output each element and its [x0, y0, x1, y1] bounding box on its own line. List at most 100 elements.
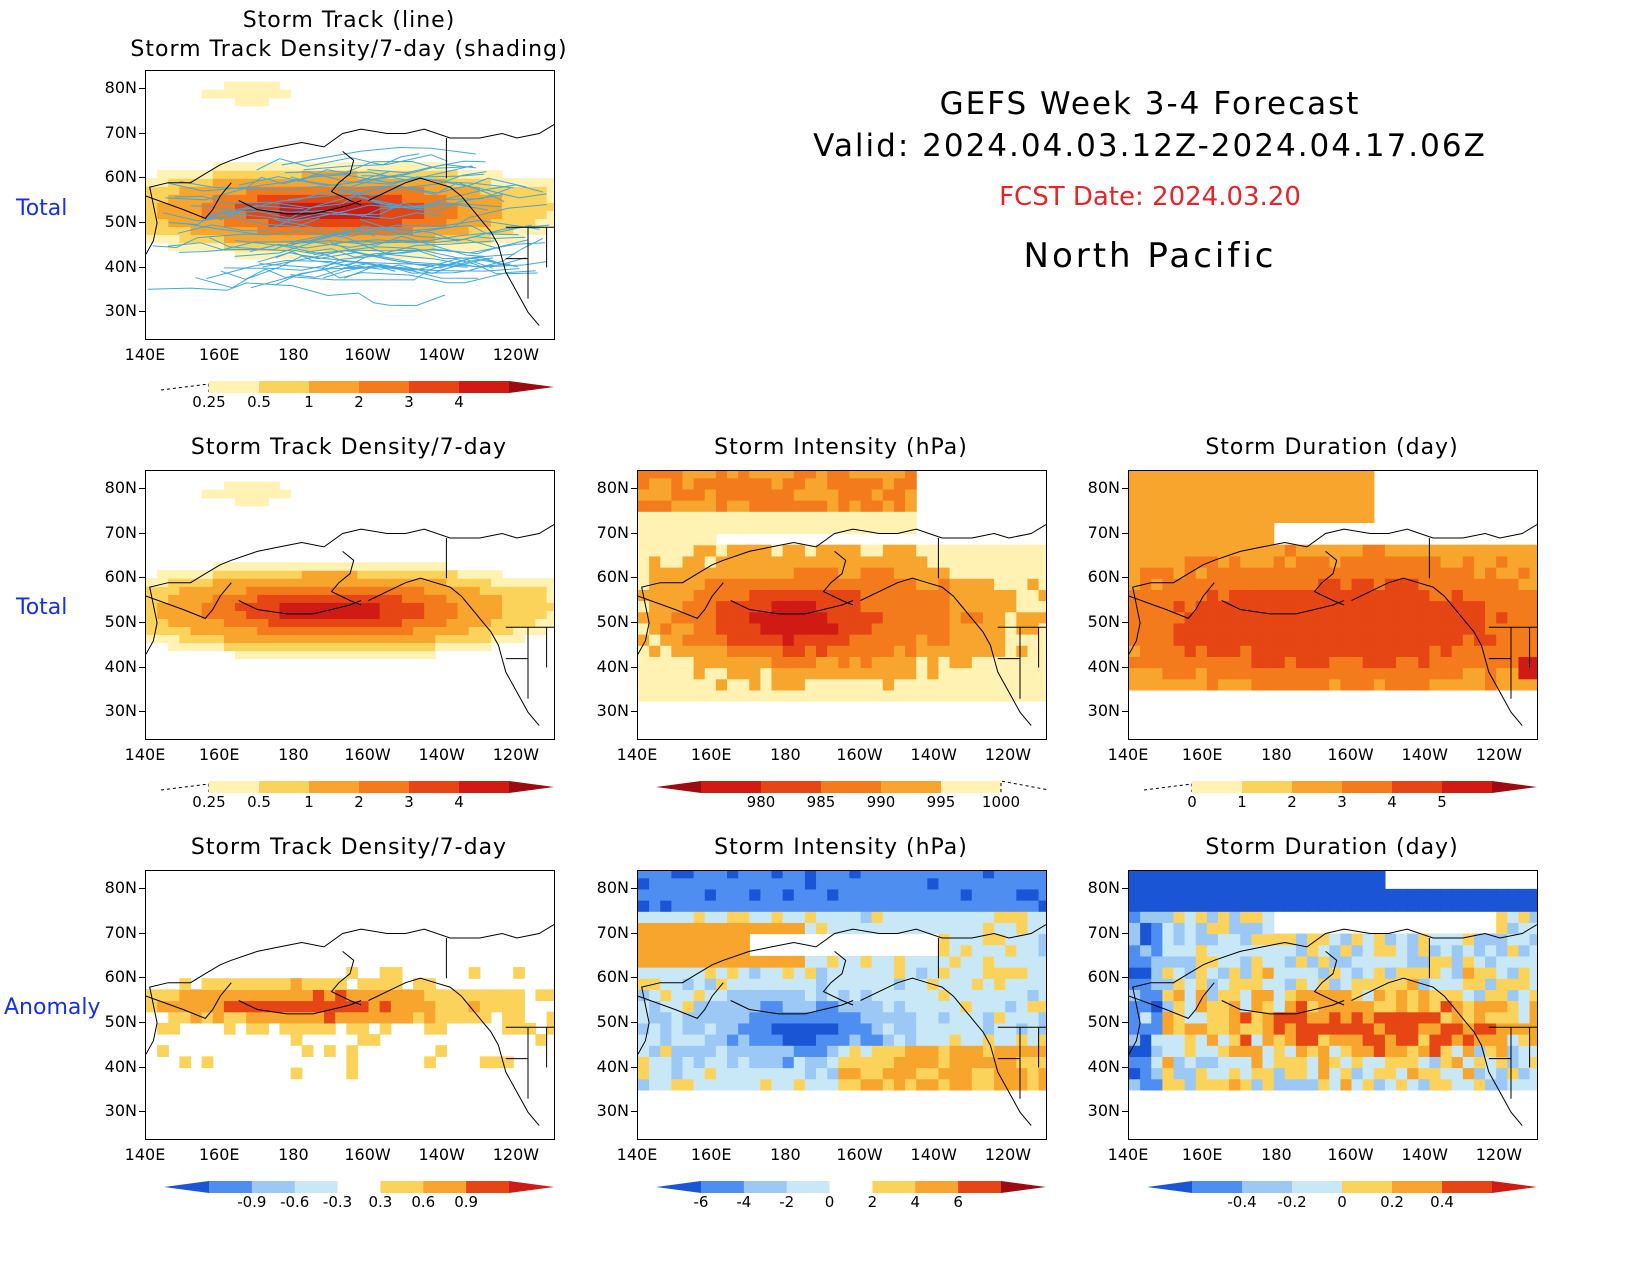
grid-cell: [290, 1034, 303, 1046]
colorbar-segment: [701, 1181, 745, 1193]
grid-cell: [1440, 589, 1453, 602]
grid-cell: [1362, 900, 1375, 912]
coastline: [238, 200, 362, 215]
grid-cell: [1340, 600, 1353, 613]
y-tick-mark: [631, 621, 637, 623]
grid-cell: [994, 989, 1006, 1002]
grid-cell: [1195, 1034, 1208, 1046]
grid-cell: [1351, 611, 1364, 624]
grid-cell: [960, 1056, 973, 1069]
grid-cell: [1173, 555, 1186, 568]
grid-cell: [715, 471, 728, 479]
grid-cell: [982, 911, 995, 923]
grid-cell: [1384, 1056, 1397, 1069]
grid-cell: [1016, 1067, 1029, 1080]
density-cell: [235, 642, 247, 652]
grid-cell: [1451, 600, 1464, 613]
grid-cell: [1240, 1034, 1252, 1046]
grid-cell: [1195, 477, 1208, 490]
grid-cell: [960, 1034, 973, 1046]
grid-cell: [693, 555, 706, 568]
grid-cell: [827, 689, 839, 702]
grid-cell: [1507, 900, 1520, 912]
grid-cell: [994, 667, 1006, 680]
density-cell: [246, 89, 258, 99]
grid-cell: [424, 978, 436, 990]
grid-cell: [782, 522, 795, 535]
grid-cell: [1396, 1056, 1408, 1069]
grid-cell: [1318, 622, 1330, 635]
grid-cell: [816, 656, 828, 669]
density-cell: [324, 634, 336, 644]
storm-track-line: [179, 171, 390, 191]
grid-cell: [649, 522, 661, 535]
grid-cell: [649, 567, 661, 579]
grid-cell: [704, 955, 717, 968]
grid-cell: [715, 888, 728, 901]
grid-cell: [1329, 1067, 1342, 1080]
density-cell: [513, 178, 525, 187]
grid-cell: [727, 667, 739, 680]
density-cell: [190, 578, 203, 587]
grid-cell: [1218, 667, 1230, 680]
grid-cell: [860, 911, 873, 923]
grid-cell: [660, 500, 672, 512]
grid-cell: [1038, 678, 1046, 691]
grid-cell: [838, 645, 851, 657]
grid-cell: [671, 500, 684, 512]
grid-cell: [1273, 944, 1286, 957]
grid-cell: [1340, 611, 1353, 624]
grid-cell: [971, 911, 984, 923]
density-cell: [268, 218, 281, 228]
grid-cell: [1451, 634, 1464, 646]
grid-cell: [760, 955, 773, 968]
grid-cell: [1251, 944, 1264, 957]
grid-cell: [424, 1056, 436, 1069]
grid-cell: [1016, 656, 1029, 669]
density-cell: [546, 618, 554, 628]
grid-cell: [1284, 471, 1297, 479]
grid-cell: [223, 989, 236, 1002]
grid-cell: [1462, 1078, 1475, 1091]
y-tick-label: 60N: [1087, 567, 1120, 587]
coastline: [238, 600, 362, 615]
grid-cell: [1129, 888, 1141, 901]
grid-cell: [1262, 567, 1275, 579]
density-cell: [157, 178, 169, 187]
grid-cell: [1162, 978, 1175, 990]
grid-cell: [660, 1056, 672, 1069]
density-cell: [502, 226, 514, 236]
coastline: [638, 524, 1046, 655]
grid-cell: [927, 622, 940, 635]
density-cell: [268, 586, 281, 595]
grid-cell: [982, 689, 995, 702]
panel-title: Storm Intensity (hPa): [714, 435, 968, 460]
y-tick-mark: [139, 311, 145, 313]
grid-cell: [1129, 533, 1141, 546]
density-cell: [413, 234, 425, 244]
grid-cell: [1418, 589, 1431, 602]
grid-cell: [1362, 578, 1375, 590]
density-cell: [146, 586, 158, 595]
grid-cell: [1429, 578, 1442, 590]
density-cell: [168, 170, 180, 179]
storm-track-line: [323, 263, 479, 279]
grid-cell: [715, 645, 728, 657]
map-panel: [1128, 870, 1538, 1140]
grid-cell: [960, 589, 973, 602]
grid-cell: [938, 634, 951, 646]
grid-cell: [1496, 933, 1508, 946]
grid-cell: [682, 567, 695, 579]
grid-cell: [1273, 1022, 1286, 1035]
density-cell: [157, 170, 169, 179]
grid-cell: [1418, 933, 1431, 946]
grid-cell: [804, 678, 817, 691]
grid-cell: [827, 589, 839, 602]
grid-cell: [727, 589, 739, 602]
grid-cell: [1184, 1045, 1197, 1057]
grid-cell: [1038, 656, 1046, 669]
density-cell: [324, 626, 336, 636]
grid-cell: [994, 622, 1006, 635]
grid-cell: [771, 500, 784, 512]
grid-cell: [816, 589, 828, 602]
